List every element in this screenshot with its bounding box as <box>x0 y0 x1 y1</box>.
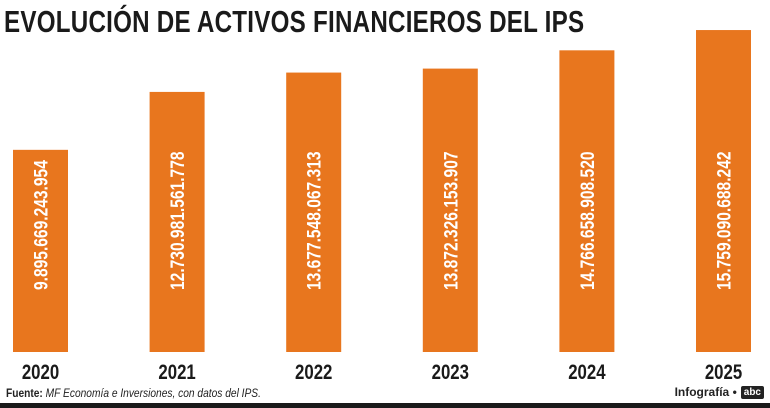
x-tick-label: 2021 <box>158 361 196 384</box>
bar-2025 <box>696 30 751 352</box>
data-label: 15.759.090.688.242 <box>713 151 735 290</box>
data-label: 9.895.669.243.954 <box>30 160 52 290</box>
bar-2020 <box>13 149 68 352</box>
source-label: Fuente: <box>6 386 43 400</box>
data-label: 13.677.548.067.313 <box>303 151 325 290</box>
credit: Infografía • abc <box>675 385 764 399</box>
bar-2024 <box>559 50 615 352</box>
data-label: 12.730.981.561.778 <box>167 151 189 290</box>
abc-logo: abc <box>740 385 764 399</box>
data-label: 14.766.658.908.520 <box>576 151 598 290</box>
credit-text: Infografía • <box>674 385 737 399</box>
bar-2021 <box>149 91 205 352</box>
x-tick-label: 2020 <box>22 361 59 384</box>
chart-title: EVOLUCIÓN DE ACTIVOS FINANCIEROS DEL IPS <box>4 4 585 39</box>
x-tick-label: 2023 <box>432 361 469 384</box>
bar-2023 <box>422 68 478 352</box>
data-label: 13.872.326.153.907 <box>440 151 462 290</box>
x-tick-label: 2025 <box>705 361 743 384</box>
x-tick-label: 2024 <box>568 361 606 384</box>
bar-2022 <box>286 72 342 352</box>
x-tick-label: 2022 <box>295 361 332 384</box>
source-note: Fuente: MF Economía e Inversiones, con d… <box>6 386 261 400</box>
source-text: MF Economía e Inversiones, con datos del… <box>45 386 261 400</box>
bottom-rule <box>0 403 770 408</box>
